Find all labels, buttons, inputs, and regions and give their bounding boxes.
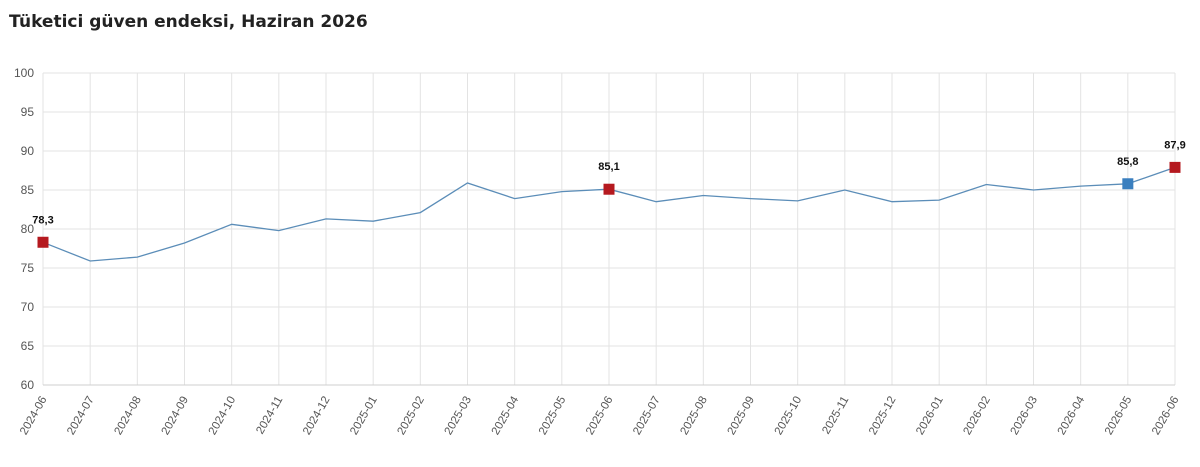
chart-title: Tüketici güven endeksi, Haziran 2026 [9, 12, 368, 32]
x-tick-label: 2024-11 [254, 395, 285, 437]
y-tick-label: 90 [21, 144, 35, 158]
y-tick-label: 65 [21, 339, 35, 353]
x-tick-label: 2026-03 [1009, 395, 1041, 438]
y-tick-label: 85 [21, 183, 35, 197]
highlight-marker [37, 236, 49, 248]
data-label: 85,8 [1117, 156, 1138, 168]
x-tick-label: 2026-01 [914, 395, 946, 438]
y-tick-label: 60 [21, 378, 35, 392]
x-tick-label: 2024-12 [301, 395, 333, 438]
data-label: 78,3 [32, 214, 53, 226]
data-label: 85,1 [598, 161, 619, 173]
x-tick-label: 2026-05 [1103, 395, 1135, 438]
y-tick-label: 70 [21, 300, 35, 314]
x-tick-label: 2024-07 [65, 395, 97, 438]
y-tick-label: 75 [21, 261, 35, 275]
x-tick-label: 2025-07 [631, 395, 663, 438]
marker-layer: 78,3 85,1 85,8 87,9 [32, 139, 1186, 248]
highlight-marker [603, 183, 615, 195]
y-tick-label: 100 [14, 66, 34, 80]
data-label: 87,9 [1164, 139, 1185, 151]
x-tick-label: 2025-05 [537, 395, 569, 438]
x-tick-label: 2026-04 [1056, 394, 1088, 437]
axis-layer: 60 65 70 75 80 85 90 95 100 2024-06 2024-07 2024-08… [14, 66, 1182, 437]
y-tick-label: 80 [21, 222, 35, 236]
x-tick-label: 2025-12 [867, 395, 899, 438]
highlight-marker [1122, 178, 1134, 190]
highlight-marker [1169, 161, 1181, 173]
x-tick-label: 2025-09 [726, 395, 758, 438]
x-tick-label: 2025-11 [820, 395, 851, 437]
x-tick-label: 2024-10 [207, 395, 239, 438]
x-tick-label: 2024-08 [112, 395, 144, 438]
x-tick-label: 2025-10 [773, 395, 805, 438]
x-tick-label: 2025-08 [678, 395, 710, 438]
grid-layer [42, 72, 1176, 386]
x-tick-label: 2025-06 [584, 395, 616, 438]
x-tick-label: 2025-01 [348, 395, 380, 438]
x-tick-label: 2025-04 [490, 394, 522, 437]
y-tick-label: 95 [21, 105, 35, 119]
x-tick-label: 2025-02 [395, 395, 427, 438]
x-tick-label: 2025-03 [443, 395, 475, 438]
x-tick-label: 2024-06 [18, 395, 50, 438]
x-tick-label: 2024-09 [160, 395, 192, 438]
x-tick-label: 2026-06 [1150, 395, 1182, 438]
x-tick-label: 2026-02 [961, 394, 993, 437]
